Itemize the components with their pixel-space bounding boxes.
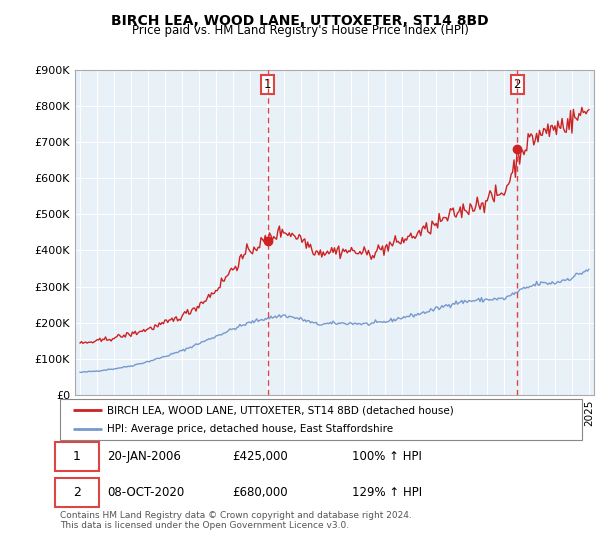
Text: 20-JAN-2006: 20-JAN-2006 bbox=[107, 450, 181, 463]
Text: 100% ↑ HPI: 100% ↑ HPI bbox=[352, 450, 422, 463]
Text: HPI: Average price, detached house, East Staffordshire: HPI: Average price, detached house, East… bbox=[107, 424, 393, 433]
Text: £425,000: £425,000 bbox=[232, 450, 288, 463]
Text: 2: 2 bbox=[73, 486, 81, 499]
Text: Price paid vs. HM Land Registry's House Price Index (HPI): Price paid vs. HM Land Registry's House … bbox=[131, 24, 469, 36]
Text: £680,000: £680,000 bbox=[232, 486, 288, 499]
Text: 129% ↑ HPI: 129% ↑ HPI bbox=[352, 486, 422, 499]
FancyBboxPatch shape bbox=[55, 478, 99, 507]
FancyBboxPatch shape bbox=[55, 442, 99, 472]
Text: 1: 1 bbox=[264, 78, 271, 91]
FancyBboxPatch shape bbox=[60, 399, 582, 440]
Text: Contains HM Land Registry data © Crown copyright and database right 2024.
This d: Contains HM Land Registry data © Crown c… bbox=[60, 511, 412, 530]
Text: 08-OCT-2020: 08-OCT-2020 bbox=[107, 486, 184, 499]
Text: 1: 1 bbox=[73, 450, 81, 463]
Text: BIRCH LEA, WOOD LANE, UTTOXETER, ST14 8BD: BIRCH LEA, WOOD LANE, UTTOXETER, ST14 8B… bbox=[111, 14, 489, 28]
Text: 2: 2 bbox=[514, 78, 521, 91]
Text: BIRCH LEA, WOOD LANE, UTTOXETER, ST14 8BD (detached house): BIRCH LEA, WOOD LANE, UTTOXETER, ST14 8B… bbox=[107, 405, 454, 415]
